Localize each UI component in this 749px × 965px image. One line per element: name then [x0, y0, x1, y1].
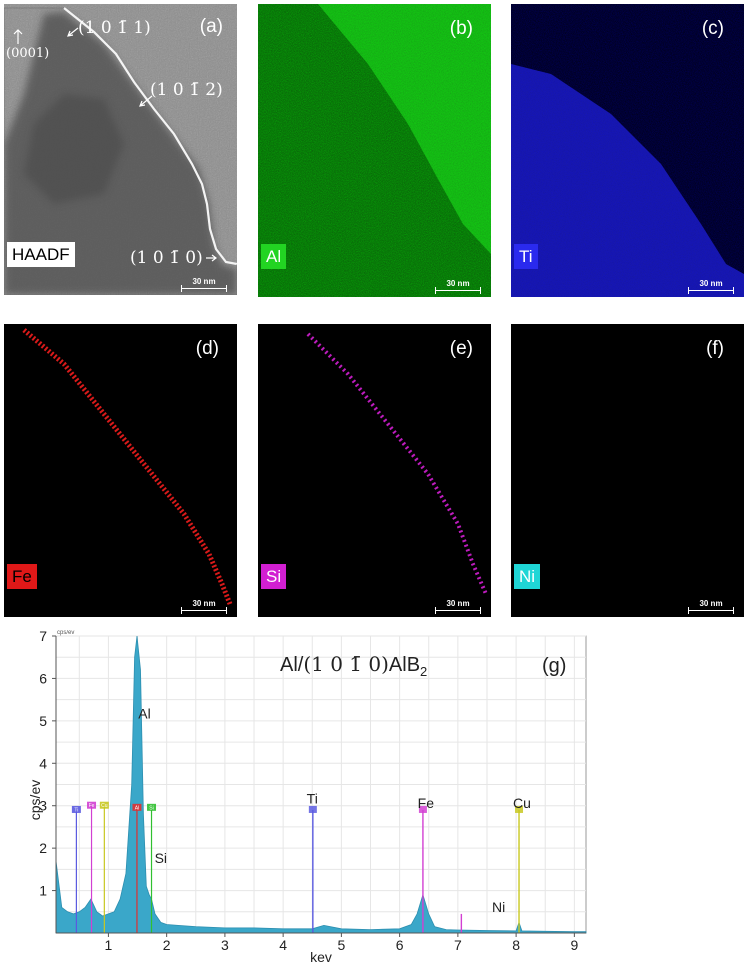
fe-map-image — [4, 324, 237, 617]
element-marker-label: Al — [135, 805, 139, 811]
panel-f-element-label: Ni — [514, 564, 541, 589]
panel-a-element-label: HAADF — [7, 242, 75, 267]
panel-d-scale-label: 30 nm — [192, 599, 216, 608]
panel-a-tag: (a) — [199, 16, 223, 37]
panel-e-tag: (e) — [449, 338, 473, 359]
spectrum-area — [55, 635, 587, 934]
facet-arrows — [13, 27, 217, 262]
panel-e-scale-bar: 30 nm — [435, 599, 481, 614]
panel-f-ni-map: (f) Ni 30 nm — [511, 324, 744, 617]
y-tick-label: 1 — [39, 883, 47, 899]
y-axis-unit-small: cps/ev — [57, 630, 74, 636]
chart-title-phase: AlB — [389, 654, 420, 676]
ti-map-image — [511, 4, 744, 297]
x-tick-label: 1 — [105, 937, 113, 953]
chart-grid — [55, 635, 587, 934]
element-marker-box — [71, 805, 81, 813]
element-marker-box — [132, 803, 142, 811]
element-marker-label: Fe — [89, 803, 95, 809]
y-tick-label: 7 — [39, 630, 47, 644]
facet-1011-label: (1 0 1̄ 1) — [78, 18, 151, 38]
panel-b-scale-label: 30 nm — [446, 279, 470, 288]
y-tick-label: 4 — [39, 755, 47, 771]
y-tick-label: 6 — [39, 670, 47, 686]
peak-marker-box — [515, 805, 524, 813]
x-tick-label: 8 — [512, 937, 520, 953]
peak-annotation: Ti — [307, 791, 318, 807]
peak-annotation: Si — [155, 850, 167, 866]
element-marker-box — [99, 801, 109, 809]
chart-title-index: (1 0 1̄ 0) — [303, 652, 389, 676]
panel-c-scale-label: 30 nm — [699, 279, 723, 288]
panel-b-scale-bar: 30 nm — [435, 279, 481, 294]
x-axis-label: kev — [310, 949, 332, 965]
facet-1010-label: (1 0 1̄ 0) — [130, 248, 203, 268]
panel-f-scale-bar: 30 nm — [688, 599, 734, 614]
element-marker-label: Cu — [101, 803, 108, 809]
element-marker-box — [147, 803, 157, 811]
panel-c-scale-bar: 30 nm — [688, 279, 734, 294]
panel-b-element-label: Al — [261, 244, 287, 269]
facet-basal-label: (0001) — [6, 46, 50, 61]
panel-f-tag: (f) — [706, 338, 724, 359]
panel-d-scale-bar: 30 nm — [181, 599, 227, 614]
peak-annotation: Al — [138, 706, 150, 722]
element-markers: Ti Fe Cu Al Si Al Si Ti Fe Cu Ni — [71, 706, 531, 933]
chart-axes: 1 2 3 4 5 6 7 8 9 1 2 3 4 5 6 7 — [39, 630, 586, 953]
panel-b-tag: (b) — [449, 18, 473, 39]
panel-d-element-label: Fe — [7, 564, 37, 589]
si-map-image — [258, 324, 491, 617]
spectrum-trace — [55, 635, 587, 934]
panel-f-scale-label: 30 nm — [699, 599, 723, 608]
panel-e-scale-label: 30 nm — [446, 599, 470, 608]
panel-d-tag: (d) — [195, 338, 219, 359]
panel-c-element-label: Ti — [514, 244, 538, 269]
panel-e-element-label: Si — [261, 564, 287, 589]
haadf-image — [4, 4, 237, 295]
x-tick-label: 3 — [221, 937, 229, 953]
x-tick-label: 2 — [163, 937, 171, 953]
panel-a-haadf: (a) (0001) (1 0 1̄ 1) (1 0 1̄ 2) (1 0 1̄… — [4, 4, 237, 295]
element-marker-label: Si — [149, 805, 153, 811]
x-tick-label: 5 — [337, 937, 345, 953]
ni-map-image — [511, 324, 744, 617]
panel-a-scale-bar: 30 nm — [181, 277, 227, 292]
peak-annotation: Cu — [513, 795, 531, 811]
panel-d-fe-map: (d) Fe 30 nm — [4, 324, 237, 617]
element-marker-label: Ti — [74, 807, 78, 813]
x-tick-label: 7 — [454, 937, 462, 953]
chart-title-main: Al/ — [280, 654, 304, 676]
facet-1012-label: (1 0 1̄ 2) — [150, 80, 223, 100]
y-axis-label: cps/ev — [27, 780, 43, 820]
panel-c-tag: (c) — [701, 18, 724, 39]
x-tick-label: 9 — [570, 937, 578, 953]
peak-annotation: Fe — [418, 795, 435, 811]
peak-marker-box — [308, 805, 317, 813]
chart-tag: (g) — [542, 655, 566, 677]
y-tick-label: 5 — [39, 713, 47, 729]
x-tick-label: 6 — [396, 937, 404, 953]
chart-title-sub: 2 — [420, 664, 427, 679]
panel-b-al-map: (b) Al 30 nm — [258, 4, 491, 297]
peak-annotation: Ni — [492, 899, 505, 915]
al-map-image — [258, 4, 491, 297]
peak-marker-box — [418, 805, 427, 813]
chart-title: Al/(1 0 1̄ 0)AlB2 — [280, 652, 427, 679]
panel-a-scale-label: 30 nm — [192, 277, 216, 286]
element-marker-box — [87, 801, 97, 809]
y-tick-label: 2 — [39, 840, 47, 856]
panel-e-si-map: (e) Si 30 nm — [258, 324, 491, 617]
x-tick-label: 4 — [279, 937, 287, 953]
panel-c-ti-map: (c) Ti 30 nm — [511, 4, 744, 297]
y-tick-label: 3 — [39, 798, 47, 814]
